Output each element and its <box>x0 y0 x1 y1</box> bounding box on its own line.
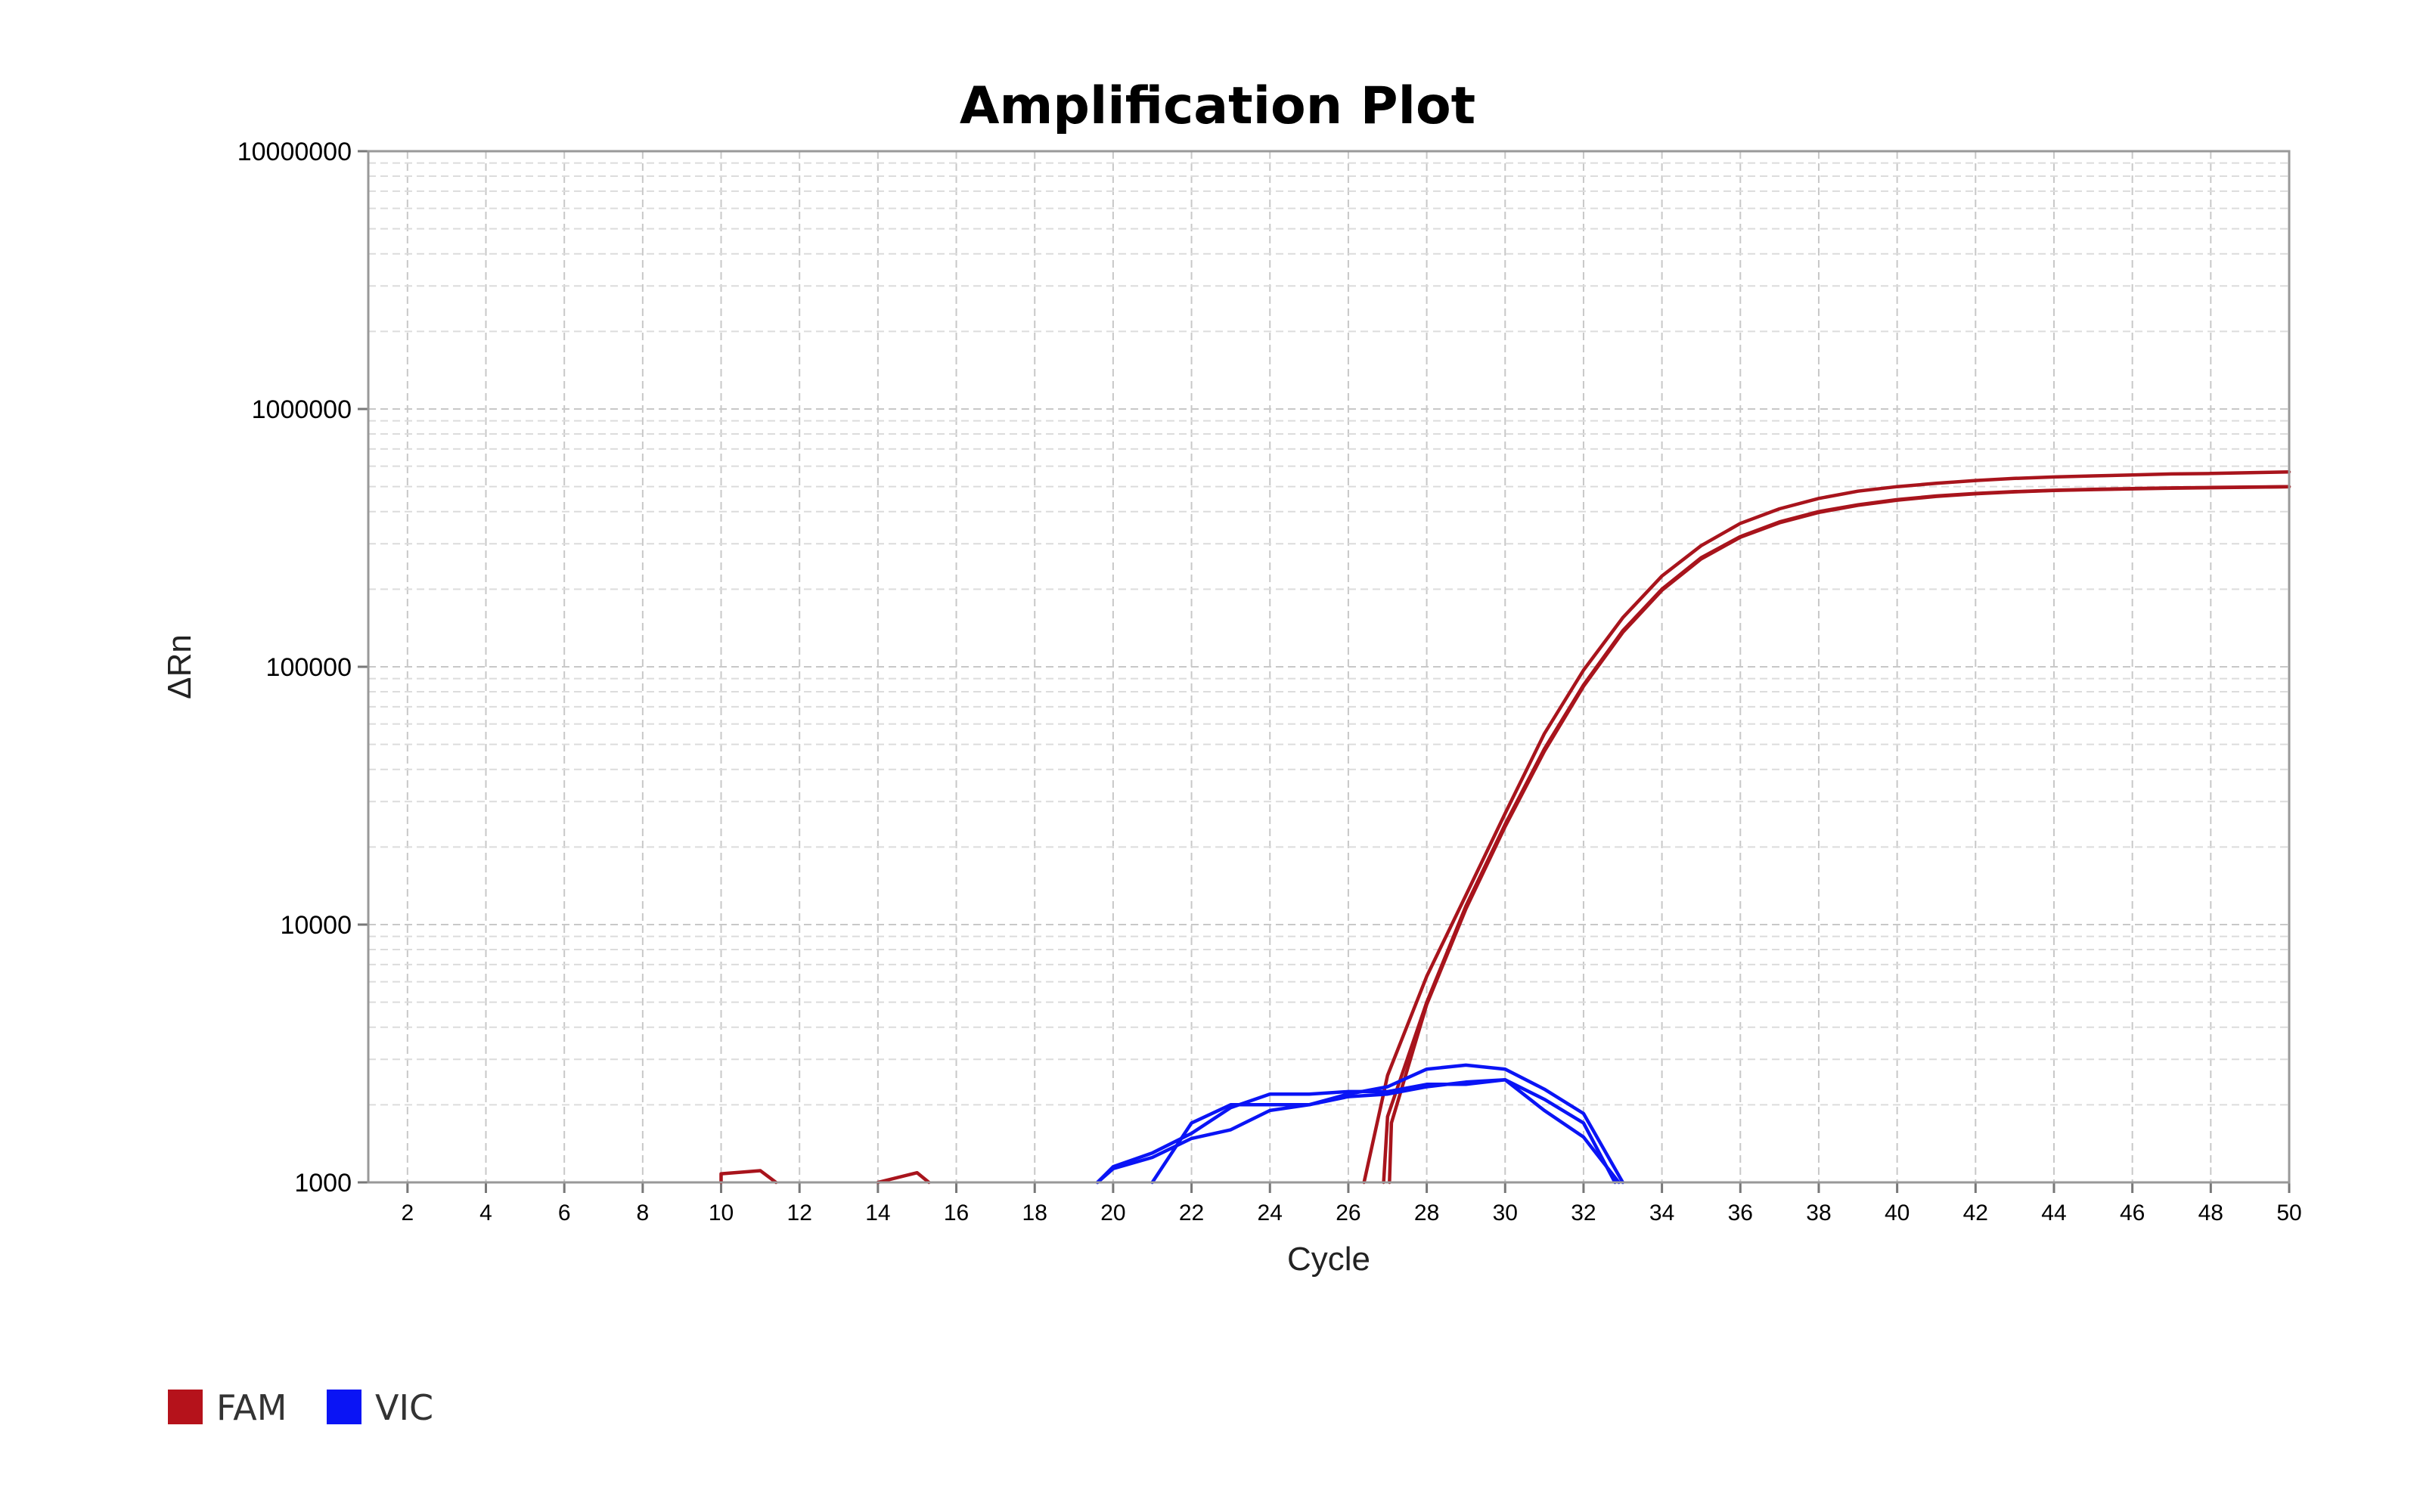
x-tick-label: 32 <box>1571 1201 1596 1225</box>
legend-item-vic[interactable]: VIC <box>327 1387 433 1428</box>
x-tick-label: 50 <box>2276 1201 2301 1225</box>
x-tick-label: 38 <box>1806 1201 1831 1225</box>
x-tick-label: 12 <box>787 1201 812 1225</box>
x-tick-label: 30 <box>1493 1201 1518 1225</box>
legend-swatch-vic <box>327 1390 361 1424</box>
series-line-fam <box>876 1170 931 1185</box>
legend: FAM VIC <box>168 1387 433 1428</box>
x-tick-label: 8 <box>637 1201 650 1225</box>
x-tick-label: 2 <box>401 1201 414 1225</box>
legend-swatch-fam <box>168 1390 203 1424</box>
series-lines <box>719 469 2291 1185</box>
y-axis-ticks: 1000 10000 100000 1000000 10000000 <box>237 138 368 1198</box>
legend-label-vic: VIC <box>375 1387 433 1428</box>
y-tick-label: 1000000 <box>252 395 352 424</box>
series-line-fam <box>719 1169 778 1185</box>
chart-title: Amplification Plot <box>960 76 1475 136</box>
series-line-fam <box>1362 469 2291 1185</box>
x-tick-label: 22 <box>1179 1201 1204 1225</box>
x-tick-label: 44 <box>2041 1201 2066 1225</box>
legend-item-fam[interactable]: FAM <box>168 1387 287 1428</box>
series-line-vic <box>1095 1078 1617 1185</box>
x-tick-label: 34 <box>1649 1201 1674 1225</box>
x-tick-label: 14 <box>865 1201 890 1225</box>
x-tick-label: 16 <box>944 1201 969 1225</box>
x-tick-label: 28 <box>1414 1201 1439 1225</box>
x-tick-label: 6 <box>558 1201 571 1225</box>
x-tick-label: 48 <box>2198 1201 2223 1225</box>
x-axis-ticks: 2 4 6 8 10 12 14 16 18 20 22 24 26 28 30 32 34 36 38 40 42 44… <box>401 1182 2302 1225</box>
x-tick-label: 36 <box>1728 1201 1753 1225</box>
x-tick-label: 24 <box>1258 1201 1283 1225</box>
y-tick-label: 10000000 <box>237 138 352 166</box>
x-tick-label: 26 <box>1336 1201 1360 1225</box>
y-axis-label: ΔRn <box>161 634 198 699</box>
series-line-vic <box>1150 1063 1625 1185</box>
x-tick-label: 46 <box>2120 1201 2145 1225</box>
x-tick-label: 10 <box>709 1201 734 1225</box>
y-tick-label: 10000 <box>280 911 352 940</box>
y-tick-label: 1000 <box>294 1169 352 1198</box>
x-tick-label: 20 <box>1100 1201 1125 1225</box>
x-tick-label: 40 <box>1885 1201 1910 1225</box>
x-axis-label: Cycle <box>1287 1241 1370 1278</box>
y-tick-label: 100000 <box>266 653 352 682</box>
x-tick-label: 4 <box>479 1201 492 1225</box>
x-tick-label: 18 <box>1022 1201 1047 1225</box>
grid-lines <box>368 151 2289 1182</box>
legend-label-fam: FAM <box>216 1387 287 1428</box>
series-line-vic <box>1095 1078 1621 1185</box>
x-tick-label: 42 <box>1963 1201 1988 1225</box>
series-line-fam <box>1388 485 2291 1185</box>
plot-area-frame <box>367 150 2291 1184</box>
